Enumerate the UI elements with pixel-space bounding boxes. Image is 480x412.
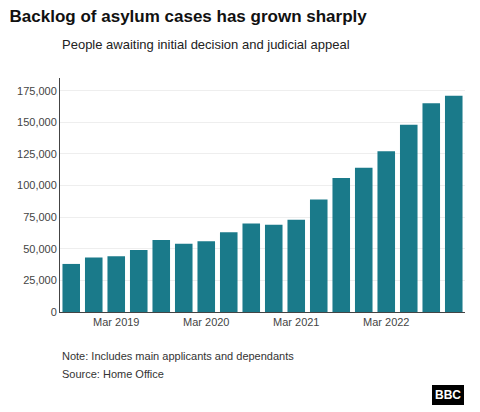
svg-text:75,000: 75,000 [23,211,57,223]
svg-text:25,000: 25,000 [23,274,57,286]
svg-text:Source: Home Office: Source: Home Office [62,368,164,380]
svg-text:125,000: 125,000 [17,148,57,160]
svg-text:Note: Includes main applicants: Note: Includes main applicants and depen… [62,350,294,362]
svg-text:People awaiting initial decisi: People awaiting initial decision and jud… [62,37,350,52]
svg-text:100,000: 100,000 [17,179,57,191]
svg-text:50,000: 50,000 [23,243,57,255]
svg-text:Mar 2022: Mar 2022 [363,316,409,328]
svg-text:Backlog of asylum cases has gr: Backlog of asylum cases has grown sharpl… [10,7,368,26]
svg-text:Mar 2019: Mar 2019 [93,316,139,328]
svg-text:Mar 2021: Mar 2021 [273,316,319,328]
svg-text:BBC: BBC [435,388,461,402]
svg-text:175,000: 175,000 [17,85,57,97]
svg-text:Mar 2020: Mar 2020 [183,316,229,328]
svg-text:0: 0 [51,306,57,318]
svg-text:150,000: 150,000 [17,116,57,128]
